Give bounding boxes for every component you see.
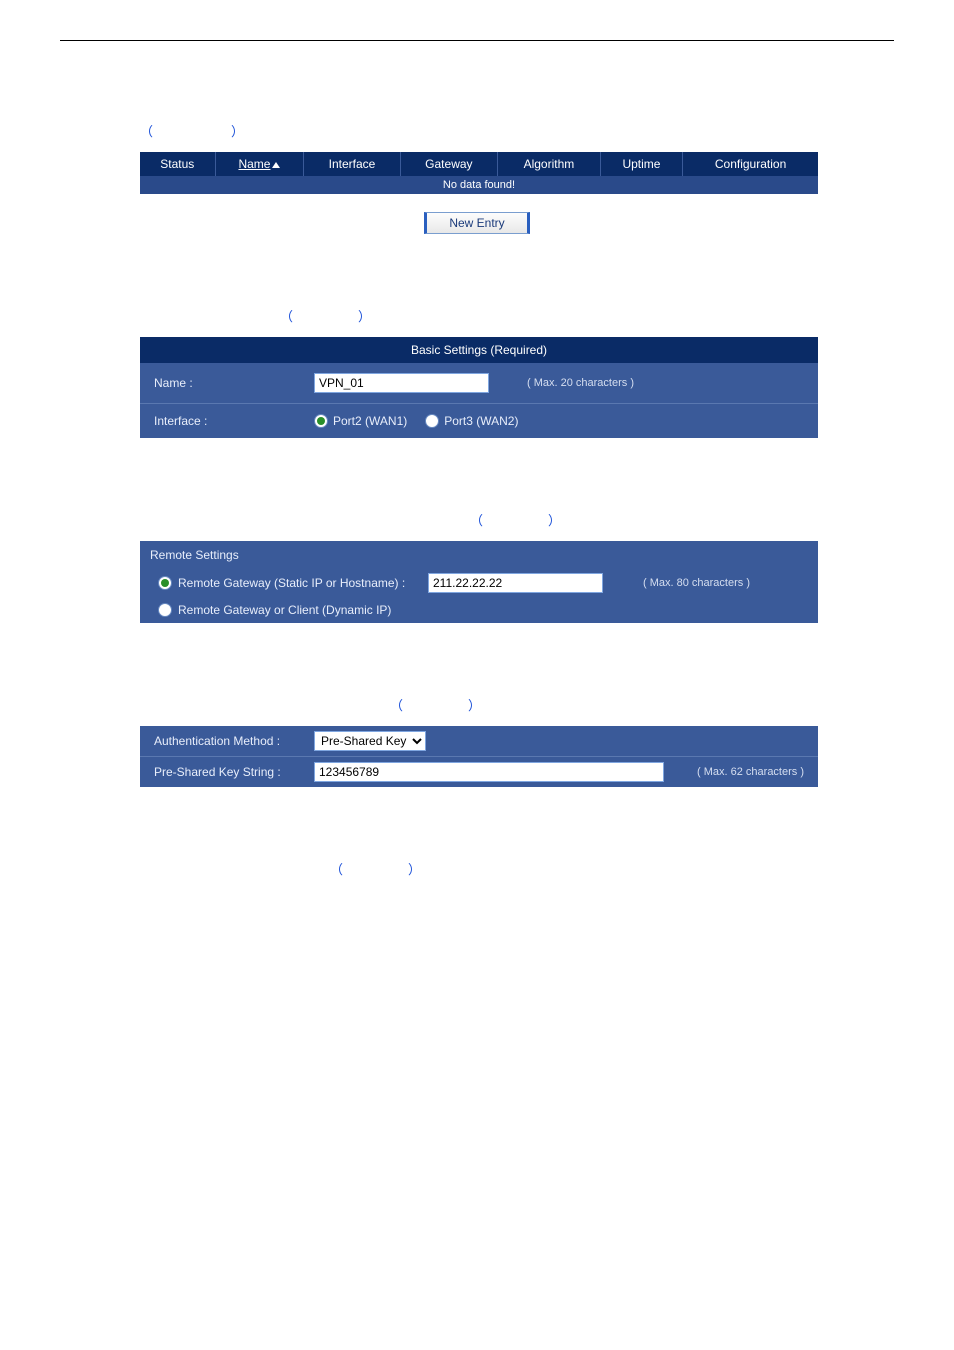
auth-panel: Authentication Method : Pre-Shared Key P… bbox=[140, 726, 818, 787]
basic-settings-header: Basic Settings (Required) bbox=[140, 337, 818, 363]
name-hint: ( Max. 20 characters ) bbox=[527, 377, 634, 389]
name-label: Name : bbox=[154, 376, 314, 390]
remote-static-label: Remote Gateway (Static IP or Hostname) : bbox=[178, 576, 428, 590]
remote-gateway-input[interactable] bbox=[428, 573, 603, 593]
col-status[interactable]: Status bbox=[140, 152, 215, 176]
auth-method-label: Authentication Method : bbox=[154, 734, 314, 748]
caption-4: （ ） bbox=[390, 695, 954, 714]
caption-3: （ ） bbox=[470, 510, 954, 529]
col-gateway[interactable]: Gateway bbox=[400, 152, 497, 176]
no-data-cell: No data found! bbox=[140, 176, 818, 194]
remote-dynamic-label: Remote Gateway or Client (Dynamic IP) bbox=[178, 603, 391, 617]
remote-gateway-hint: ( Max. 80 characters ) bbox=[643, 577, 750, 589]
auth-method-select[interactable]: Pre-Shared Key bbox=[314, 731, 426, 751]
radio-icon bbox=[314, 414, 328, 428]
sort-asc-icon bbox=[272, 162, 280, 168]
name-input[interactable] bbox=[314, 373, 489, 393]
radio-icon bbox=[425, 414, 439, 428]
col-algorithm[interactable]: Algorithm bbox=[498, 152, 601, 176]
basic-settings-panel: Basic Settings (Required) Name : ( Max. … bbox=[140, 337, 818, 438]
interface-radio-wan2[interactable]: Port3 (WAN2) bbox=[425, 414, 518, 428]
new-entry-button[interactable]: New Entry bbox=[424, 212, 529, 234]
radio-icon bbox=[158, 603, 172, 617]
interface-radio-wan1[interactable]: Port2 (WAN1) bbox=[314, 414, 407, 428]
caption-2: （ ） bbox=[280, 306, 954, 325]
psk-hint: ( Max. 62 characters ) bbox=[697, 766, 804, 778]
col-configuration[interactable]: Configuration bbox=[683, 152, 818, 176]
interface-label: Interface : bbox=[154, 414, 314, 428]
remote-radio-static[interactable] bbox=[158, 576, 172, 590]
col-name[interactable]: Name bbox=[215, 152, 304, 176]
col-uptime[interactable]: Uptime bbox=[600, 152, 682, 176]
remote-settings-header: Remote Settings bbox=[140, 541, 818, 569]
caption-5: （ ） bbox=[330, 859, 954, 878]
caption-1: （ ） bbox=[140, 121, 954, 140]
psk-label: Pre-Shared Key String : bbox=[154, 765, 314, 779]
remote-settings-panel: Remote Settings Remote Gateway (Static I… bbox=[140, 541, 818, 623]
col-interface[interactable]: Interface bbox=[304, 152, 400, 176]
remote-radio-dynamic[interactable] bbox=[158, 603, 172, 617]
psk-input[interactable] bbox=[314, 762, 664, 782]
status-table: Status Name Interface Gateway Algorithm … bbox=[140, 152, 818, 194]
radio-icon bbox=[158, 576, 172, 590]
